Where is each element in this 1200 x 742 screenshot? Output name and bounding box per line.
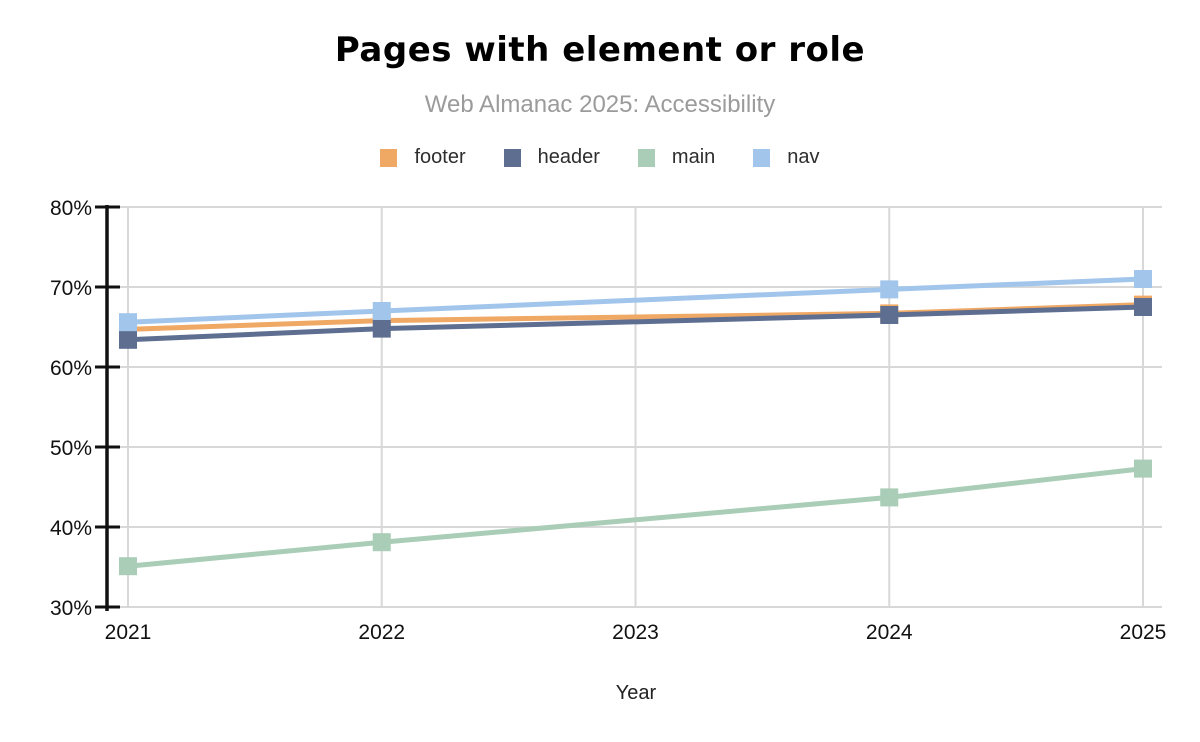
- legend-item-footer: footer: [380, 146, 466, 169]
- x-tick-label: 2021: [105, 621, 152, 644]
- legend-label: nav: [787, 146, 820, 168]
- legend-item-nav: nav: [753, 146, 820, 169]
- data-point-marker-nav: [372, 302, 391, 320]
- legend-label: footer: [414, 146, 466, 168]
- series-line-nav: [127, 276, 1144, 325]
- series-line-header: [127, 304, 1144, 343]
- series-header: [119, 298, 1152, 349]
- data-point-marker-header: [1134, 298, 1152, 316]
- data-point-marker-header: [119, 330, 137, 349]
- data-point-marker-main: [372, 533, 391, 552]
- y-tick-label: 80%: [50, 197, 92, 220]
- series-nav: [119, 270, 1152, 332]
- data-point-marker-nav: [880, 280, 899, 299]
- data-point-marker-nav: [119, 313, 137, 332]
- data-point-marker-main: [1134, 459, 1152, 478]
- data-point-marker-header: [372, 319, 391, 338]
- chart-subtitle: Web Almanac 2025: Accessibility: [424, 91, 776, 118]
- y-tick-label: 70%: [50, 277, 92, 300]
- legend-swatch-icon: [637, 148, 655, 167]
- y-tick-label: 40%: [50, 517, 92, 540]
- x-tick-label: 2024: [866, 621, 913, 644]
- x-tick-label: 2023: [612, 621, 659, 644]
- y-tick-label: 60%: [50, 357, 92, 380]
- legend-item-main: main: [637, 146, 716, 169]
- y-axis: [95, 205, 120, 611]
- legend-label: main: [671, 146, 716, 168]
- legend-swatch-icon: [380, 148, 398, 167]
- legend-swatch-icon: [503, 148, 521, 167]
- legend-swatch-icon: [753, 148, 771, 167]
- x-axis-title: Year: [616, 682, 657, 704]
- y-tick-label: 30%: [50, 597, 92, 620]
- series-line-main: [127, 466, 1144, 569]
- data-point-marker-header: [880, 306, 899, 324]
- y-tick-label: 50%: [50, 437, 92, 460]
- chart-title: Pages with element or role: [334, 30, 866, 70]
- gridlines: [108, 206, 1162, 608]
- x-tick-label: 2025: [1120, 621, 1167, 644]
- series-main: [119, 459, 1152, 576]
- data-point-marker-main: [880, 488, 899, 507]
- data-point-marker-main: [119, 557, 137, 576]
- legend-item-header: header: [503, 146, 600, 169]
- chart-legend: footer header main nav: [0, 146, 1200, 169]
- x-tick-label: 2022: [358, 621, 405, 644]
- data-point-marker-nav: [1134, 270, 1152, 288]
- axis-labels: 30% 40% 50% 60% 70% 80% 2021 2022 2023 2024 2025 Ye…: [50, 197, 1166, 704]
- legend-label: header: [537, 146, 600, 168]
